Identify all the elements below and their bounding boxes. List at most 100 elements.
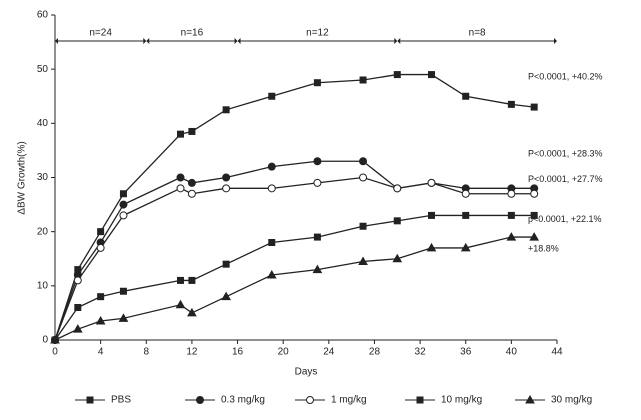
y-tick-label: 10 xyxy=(37,280,49,291)
marker xyxy=(359,173,368,182)
marker xyxy=(461,189,470,198)
marker xyxy=(176,173,185,182)
segment-label: n=16 xyxy=(181,28,204,39)
x-tick-label: 28 xyxy=(369,347,381,358)
marker xyxy=(393,71,401,79)
y-tick-label: 40 xyxy=(37,118,49,129)
marker xyxy=(529,232,540,241)
marker xyxy=(267,184,276,193)
x-tick-label: 44 xyxy=(551,347,563,358)
series-label: p<0.0001, +22.1% xyxy=(528,214,602,224)
marker xyxy=(187,307,197,317)
marker xyxy=(530,103,538,111)
marker xyxy=(530,189,539,198)
marker xyxy=(507,211,515,219)
marker xyxy=(97,228,105,236)
marker xyxy=(428,211,435,219)
series-label: P<0.0001, +40.2% xyxy=(528,71,603,81)
marker xyxy=(187,178,196,187)
segment-label: n=12 xyxy=(306,28,329,39)
marker xyxy=(97,293,105,301)
marker xyxy=(50,334,60,344)
y-tick-label: 20 xyxy=(37,226,49,237)
marker xyxy=(507,189,516,198)
x-tick-label: 24 xyxy=(323,347,335,358)
marker xyxy=(266,269,277,279)
marker xyxy=(460,242,471,252)
marker xyxy=(393,184,402,193)
segment-label: n=8 xyxy=(469,28,486,39)
legend-label: 1 mg/kg xyxy=(331,395,367,406)
marker xyxy=(313,79,321,87)
series-label: +18.8% xyxy=(528,243,559,253)
marker xyxy=(507,100,515,108)
marker xyxy=(392,253,403,263)
marker xyxy=(119,200,128,209)
x-tick-label: 12 xyxy=(186,347,198,358)
marker xyxy=(359,157,368,166)
marker xyxy=(118,313,129,322)
x-tick-label: 0 xyxy=(52,347,58,358)
series-label: P<0.0001, +27.7% xyxy=(528,174,603,184)
legend-marker xyxy=(196,396,204,404)
marker xyxy=(393,217,401,225)
marker xyxy=(177,130,184,138)
marker xyxy=(222,106,230,114)
legend-marker xyxy=(416,396,424,404)
marker xyxy=(313,157,322,166)
legend-marker xyxy=(306,396,314,404)
x-tick-label: 32 xyxy=(415,347,427,358)
marker xyxy=(312,264,323,274)
series-line xyxy=(54,73,535,341)
segment-label: n=24 xyxy=(89,28,112,39)
legend-marker xyxy=(525,394,535,404)
marker xyxy=(73,276,82,285)
marker xyxy=(359,76,367,84)
marker xyxy=(358,256,368,265)
marker xyxy=(74,304,82,311)
marker xyxy=(188,276,196,284)
marker xyxy=(72,324,83,333)
marker xyxy=(313,233,321,241)
marker xyxy=(359,222,367,230)
y-tick-label: 30 xyxy=(37,172,49,183)
x-axis-label: Days xyxy=(295,367,318,378)
x-tick-label: 16 xyxy=(232,347,244,358)
marker xyxy=(119,211,128,220)
marker xyxy=(95,316,106,325)
legend-label: PBS xyxy=(111,395,131,406)
series-line xyxy=(54,176,535,341)
marker xyxy=(175,299,186,309)
x-tick-label: 8 xyxy=(143,347,149,358)
y-axis-label: ΔBW Growth(%) xyxy=(17,141,28,214)
marker xyxy=(188,127,196,135)
x-tick-label: 20 xyxy=(278,347,290,358)
marker xyxy=(96,243,105,252)
y-tick-label: 60 xyxy=(37,10,49,21)
legend-label: 0.3 mg/kg xyxy=(221,395,265,406)
marker xyxy=(530,211,538,219)
legend-marker xyxy=(86,396,94,404)
marker xyxy=(222,184,231,193)
marker xyxy=(221,291,231,301)
marker xyxy=(222,173,231,182)
marker xyxy=(177,276,184,284)
marker xyxy=(119,287,127,295)
marker xyxy=(176,184,185,193)
marker xyxy=(222,260,230,268)
x-tick-label: 4 xyxy=(98,347,104,358)
x-tick-label: 40 xyxy=(506,347,518,358)
marker xyxy=(268,239,276,246)
legend-label: 10 mg/kg xyxy=(441,395,482,406)
marker xyxy=(267,162,276,171)
marker xyxy=(187,189,196,198)
y-tick-label: 0 xyxy=(42,335,48,346)
marker xyxy=(313,178,322,187)
x-tick-label: 36 xyxy=(460,347,472,358)
marker xyxy=(268,92,276,100)
marker xyxy=(506,232,517,241)
series-label: P<0.0001, +28.3% xyxy=(528,149,603,159)
marker xyxy=(462,211,470,219)
marker xyxy=(426,242,437,252)
